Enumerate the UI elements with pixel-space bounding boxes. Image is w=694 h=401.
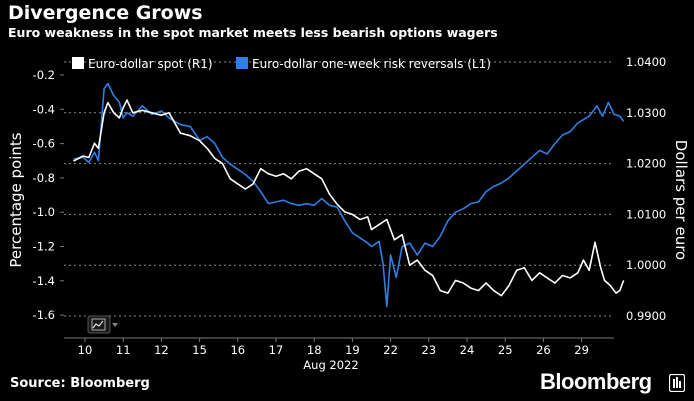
chart-type-toggle[interactable]: [87, 315, 118, 334]
bloomberg-logo: Bloomberg: [540, 369, 652, 394]
x-axis-tick-label: 12: [154, 343, 169, 357]
series-line-risk-reversals: [73, 82, 625, 308]
x-axis-tick-label: 15: [192, 343, 207, 357]
right-axis-ticks: 1.0400 1.0300 1.0200 1.0100 1.0000 0.9900: [626, 55, 666, 323]
x-axis-tick-label: 25: [498, 343, 513, 357]
x-axis-tick-label: 11: [116, 343, 131, 357]
legend-label-spot: Euro-dollar spot (R1): [88, 57, 213, 71]
left-axis-tick-label: -0.8: [33, 171, 55, 185]
chart-icon: [91, 318, 106, 331]
legend-swatch-risk-reversals: [236, 57, 248, 69]
left-axis-tick-label: -1.0: [33, 205, 55, 219]
right-axis-title: Dollars per euro: [672, 140, 690, 260]
left-axis-tick-label: -1.6: [33, 308, 55, 322]
x-axis-tick-label: 23: [421, 343, 436, 357]
chart-title: Divergence Grows: [8, 2, 203, 24]
x-axis-tick-label: 19: [345, 343, 360, 357]
x-axis-tick-label: 10: [78, 343, 93, 357]
right-axis-tick-label: 0.9900: [626, 309, 666, 323]
source-note: Source: Bloomberg: [10, 376, 150, 391]
series-lines: [73, 82, 625, 308]
left-axis-tick-label: -1.4: [33, 274, 55, 288]
x-axis-tick-label: 29: [574, 343, 589, 357]
right-axis-tick-label: 1.0400: [626, 55, 666, 69]
x-axis-tick-label: 18: [307, 343, 322, 357]
x-axis-tick-label: 17: [269, 343, 284, 357]
gridlines: [64, 61, 614, 317]
right-axis-tick-label: 1.0300: [626, 106, 666, 120]
left-axis-tick-label: -0.4: [33, 102, 55, 116]
left-axis-tick-label: -1.2: [33, 240, 55, 254]
x-axis-tick-label: 26: [536, 343, 551, 357]
left-axis-tick-label: -0.2: [33, 68, 55, 82]
left-axis-ticks: -0.2 -0.4 -0.6 -0.8 -1.0 -1.2 -1.4 -1.6: [33, 68, 64, 322]
right-axis-tick-label: 1.0200: [626, 157, 666, 171]
x-axis-ticks: 10 11 12 15 16 17 18 19 22 23 24 25 26 29: [78, 338, 589, 357]
legend-label-risk-reversals: Euro-dollar one-week risk reversals (L1): [252, 57, 491, 71]
series-line-spot: [73, 99, 625, 297]
legend-swatch-spot: [72, 57, 84, 69]
bloomberg-terminal-icon: [669, 374, 685, 392]
chevron-down-icon: [112, 323, 118, 327]
left-axis-title: Percentage points: [7, 132, 25, 267]
right-axis-tick-label: 1.0000: [626, 258, 666, 272]
x-axis-tick-label: 22: [383, 343, 398, 357]
x-axis-tick-label: 24: [460, 343, 475, 357]
x-axis-title: Aug 2022: [303, 358, 358, 372]
right-axis-tick-label: 1.0100: [626, 207, 666, 221]
chart-subtitle: Euro weakness in the spot market meets l…: [8, 25, 498, 40]
left-axis-tick-label: -0.6: [33, 137, 55, 151]
x-axis-tick-label: 16: [230, 343, 245, 357]
